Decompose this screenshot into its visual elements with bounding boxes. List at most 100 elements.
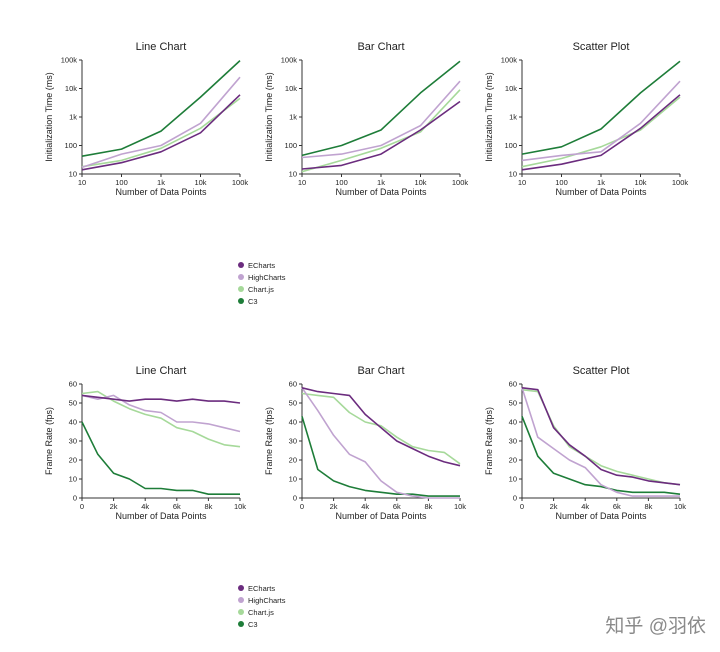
x-tick-label: 1k	[157, 178, 165, 187]
y-tick-label: 50	[509, 399, 517, 408]
legend-bottom: ECharts HighCharts Chart.js C3	[238, 582, 286, 630]
x-tick-label: 100k	[232, 178, 249, 187]
y-tick-label: 50	[69, 399, 77, 408]
y-tick-label: 100	[284, 141, 297, 150]
y-axis-label: Initialization Time (ms)	[264, 72, 274, 162]
x-tick-label: 10k	[634, 178, 646, 187]
y-tick-label: 100k	[501, 56, 518, 65]
series-line-c3	[81, 421, 240, 495]
series-line-chart-js	[521, 388, 681, 486]
legend-label: Chart.js	[248, 607, 274, 617]
x-tick-label: 6k	[173, 502, 181, 511]
y-tick-label: 10k	[505, 84, 517, 93]
y-tick-label: 10	[289, 475, 297, 484]
x-tick-label: 10	[78, 178, 86, 187]
y-tick-label: 10	[509, 475, 517, 484]
series-line-highcharts	[81, 394, 241, 433]
y-tick-label: 40	[289, 418, 297, 427]
series-line-echarts	[301, 100, 461, 170]
x-tick-label: 2k	[550, 502, 558, 511]
y-axis-label: Initialization Time (ms)	[484, 72, 494, 162]
y-tick-label: 30	[289, 437, 297, 446]
series-line-highcharts	[81, 76, 241, 169]
y-tick-label: 100	[504, 141, 517, 150]
x-tick-label: 100	[115, 178, 128, 187]
chart-title: Line Chart	[136, 41, 187, 53]
x-tick-label: 100	[555, 178, 568, 187]
y-tick-label: 30	[509, 437, 517, 446]
y-tick-label: 100k	[61, 56, 78, 65]
x-axis-label: Number of Data Points	[555, 511, 647, 521]
x-tick-label: 10	[298, 178, 306, 187]
legend-item-highcharts[interactable]: HighCharts	[238, 594, 286, 606]
series-line-c3	[521, 416, 681, 495]
y-tick-label: 30	[69, 437, 77, 446]
legend-item-c3[interactable]: C3	[238, 618, 286, 630]
legend-label: C3	[248, 296, 258, 306]
legend-item-echarts[interactable]: ECharts	[238, 582, 286, 594]
legend-item-chart-js[interactable]: Chart.js	[238, 283, 286, 295]
series-line-c3	[301, 60, 461, 157]
y-tick-label: 10k	[65, 84, 77, 93]
init-bar-chart: Bar Chart 10 100 1k 10k 100k 10 100 1k 10k 100k Num…	[264, 41, 468, 197]
series-line-highcharts	[521, 80, 681, 162]
x-axis-label: Number of Data Points	[555, 187, 647, 197]
y-tick-label: 100k	[281, 56, 298, 65]
legend-swatch	[238, 585, 244, 591]
chart-title: Bar Chart	[357, 365, 404, 377]
x-tick-label: 10k	[454, 502, 466, 511]
series-line-highcharts	[301, 387, 460, 499]
series-line-echarts	[81, 394, 241, 404]
series-line-echarts	[301, 387, 461, 467]
legend-swatch	[238, 597, 244, 603]
series-line-c3	[301, 416, 460, 497]
series-line-c3	[521, 60, 681, 155]
legend-item-chart-js[interactable]: Chart.js	[238, 606, 286, 618]
init-scatter-plot: Scatter Plot 10 100 1k 10k 100k 10 100 1k 10k 100k…	[484, 41, 689, 197]
y-tick-label: 1k	[509, 113, 517, 122]
x-tick-label: 10k	[234, 502, 246, 511]
y-tick-label: 10	[289, 170, 297, 179]
legend-swatch	[238, 621, 244, 627]
y-tick-label: 50	[289, 399, 297, 408]
legend-item-echarts[interactable]: ECharts	[238, 259, 286, 271]
chart-title: Scatter Plot	[573, 41, 630, 53]
chart-title: Line Chart	[136, 365, 187, 377]
x-tick-label: 8k	[424, 502, 432, 511]
y-tick-label: 60	[509, 380, 517, 389]
legend-item-c3[interactable]: C3	[238, 295, 286, 307]
fps-bar-chart: Bar Chart 0 10 20 30 40 50 60 0 2k 4k 6k 8k 10k Number…	[264, 365, 466, 521]
legend-top: ECharts HighCharts Chart.js C3	[238, 259, 286, 307]
fps-scatter-plot: Scatter Plot 0 10 20 30 40 50 60 0 2k 4k 6k 8k 10k Num…	[484, 365, 686, 521]
series-line-chart-js	[301, 89, 461, 173]
legend-label: ECharts	[248, 583, 276, 593]
x-tick-label: 10k	[194, 178, 206, 187]
legend-label: C3	[248, 619, 258, 629]
x-tick-label: 100k	[672, 178, 689, 187]
y-axis-label: Frame Rate (fps)	[484, 407, 494, 475]
legend-label: HighCharts	[248, 272, 286, 282]
legend-label: Chart.js	[248, 284, 274, 294]
legend-item-highcharts[interactable]: HighCharts	[238, 271, 286, 283]
y-tick-label: 10	[69, 475, 77, 484]
y-tick-label: 1k	[289, 113, 297, 122]
y-tick-label: 0	[293, 494, 297, 503]
x-tick-label: 0	[80, 502, 84, 511]
x-tick-label: 6k	[613, 502, 621, 511]
init-line-chart: Line Chart 10 100 1k 10k 100k 10 100 1k 10k 100k Nu…	[44, 41, 249, 197]
chart-title: Scatter Plot	[573, 365, 630, 377]
x-tick-label: 8k	[644, 502, 652, 511]
y-tick-label: 1k	[69, 113, 77, 122]
series-line-chart-js	[81, 97, 241, 168]
y-tick-label: 40	[69, 418, 77, 427]
y-tick-label: 20	[509, 456, 517, 465]
y-axis-label: Frame Rate (fps)	[264, 407, 274, 475]
y-tick-label: 100	[64, 141, 77, 150]
y-tick-label: 60	[289, 380, 297, 389]
x-tick-label: 4k	[361, 502, 369, 511]
series-line-echarts	[81, 94, 241, 171]
x-tick-label: 100	[335, 178, 348, 187]
watermark: 知乎 @羽依	[605, 616, 706, 637]
y-tick-label: 0	[513, 494, 517, 503]
y-tick-label: 0	[73, 494, 77, 503]
